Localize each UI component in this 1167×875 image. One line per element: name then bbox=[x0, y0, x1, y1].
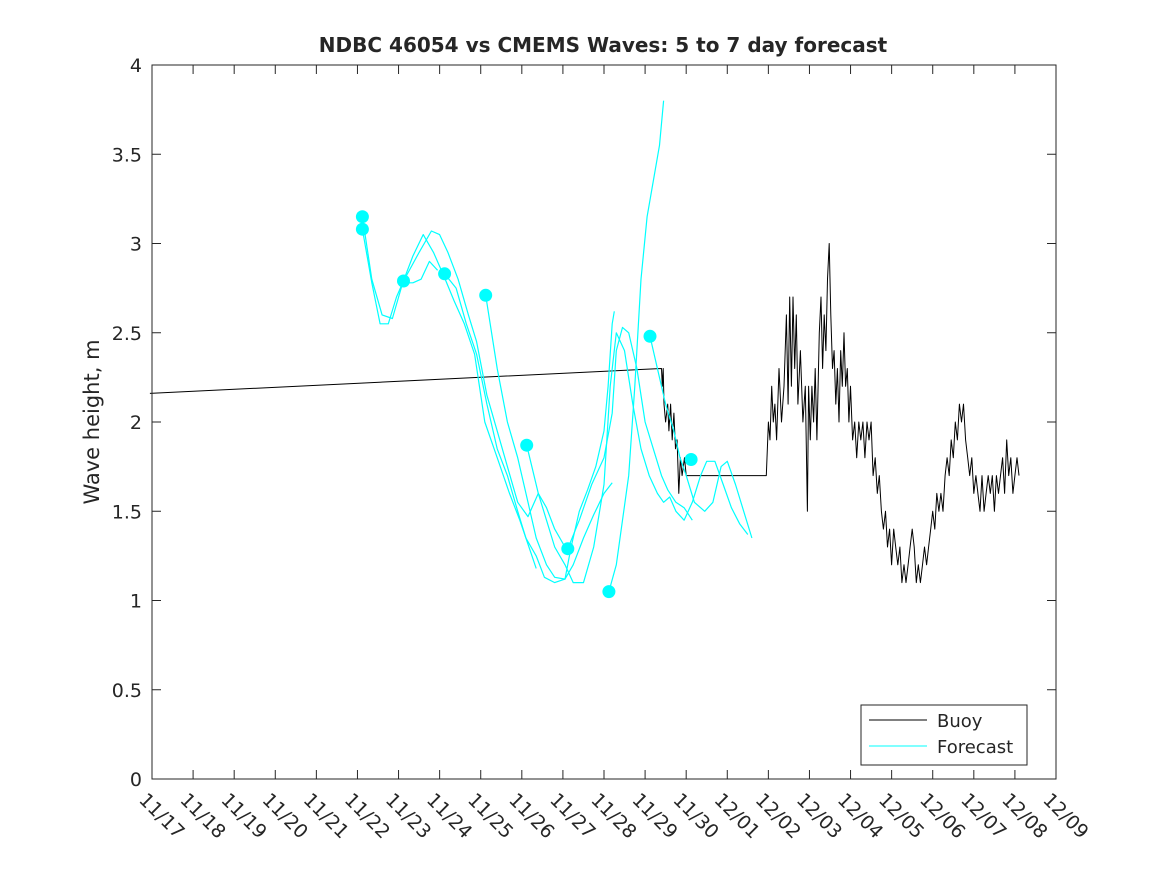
y-tick-label: 0.5 bbox=[112, 680, 142, 702]
y-tick-label: 1.5 bbox=[112, 501, 142, 523]
forecast-marker-2 bbox=[355, 222, 369, 236]
forecast-marker-7 bbox=[561, 542, 575, 556]
legend-buoy-label: Buoy bbox=[937, 711, 983, 732]
forecast-marker-9 bbox=[643, 329, 657, 343]
forecast-line-9 bbox=[649, 336, 753, 539]
y-tick-label: 4 bbox=[130, 55, 142, 77]
forecast-marker-6 bbox=[520, 438, 534, 452]
forecast-marker-1 bbox=[355, 210, 369, 224]
y-tick-label: 2 bbox=[130, 412, 142, 434]
forecast-marker-5 bbox=[479, 288, 493, 302]
forecast-marker-10 bbox=[684, 453, 698, 466]
y-tick-label: 3.5 bbox=[112, 144, 142, 166]
forecast-markers bbox=[355, 210, 698, 599]
forecast-line-3 bbox=[402, 230, 572, 552]
plot-area-background bbox=[152, 65, 1056, 779]
forecast-line-5 bbox=[485, 295, 615, 580]
forecast-line-2 bbox=[361, 229, 439, 325]
forecast-line-4 bbox=[444, 273, 613, 584]
forecast-line-8 bbox=[608, 100, 665, 592]
legend-box bbox=[860, 704, 1028, 766]
forecast-marker-3 bbox=[397, 274, 410, 288]
forecast-line-7 bbox=[567, 326, 693, 549]
y-tick-label: 2.5 bbox=[112, 323, 142, 345]
y-tick-label: 1 bbox=[130, 591, 142, 613]
buoy-series bbox=[149, 243, 1020, 584]
buoy-line bbox=[149, 243, 1020, 584]
forecast-series bbox=[361, 100, 753, 592]
forecast-marker-4 bbox=[438, 267, 452, 281]
chart-title: NDBC 46054 vs CMEMS Waves: 5 to 7 day fo… bbox=[319, 33, 888, 57]
y-tick-label: 3 bbox=[130, 234, 142, 256]
y-axis-label: Wave height, m bbox=[80, 339, 104, 504]
legend: Buoy Forecast bbox=[860, 704, 1028, 766]
forecast-line-6 bbox=[526, 332, 749, 584]
legend-forecast-label: Forecast bbox=[937, 737, 1013, 758]
y-tick-label: 0 bbox=[130, 769, 142, 791]
y-axis-ticks: 0 0.5 1 1.5 2 2.5 3 3.5 4 bbox=[112, 55, 1056, 791]
forecast-marker-8 bbox=[602, 585, 616, 599]
